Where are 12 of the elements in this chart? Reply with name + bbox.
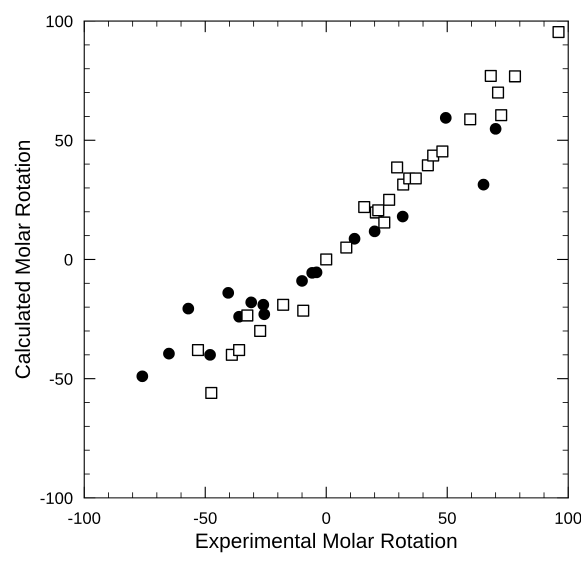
y-tick-label: 0	[64, 254, 72, 266]
x-tick-label: -50	[194, 512, 217, 524]
x-tick-label: 100	[556, 512, 581, 524]
y-tick-label: -50	[50, 373, 72, 385]
y-tick-label: 50	[55, 134, 72, 146]
x-tick-label: 0	[322, 512, 330, 524]
x-axis-title: Experimental Molar Rotation	[196, 532, 456, 552]
y-axis-title: Calculated Molar Rotation	[14, 140, 30, 378]
y-tick-label: 100	[46, 15, 72, 28]
x-tick-label: -100	[68, 512, 100, 524]
y-tick-label: -100	[40, 492, 72, 504]
x-tick-label: 50	[438, 512, 456, 524]
